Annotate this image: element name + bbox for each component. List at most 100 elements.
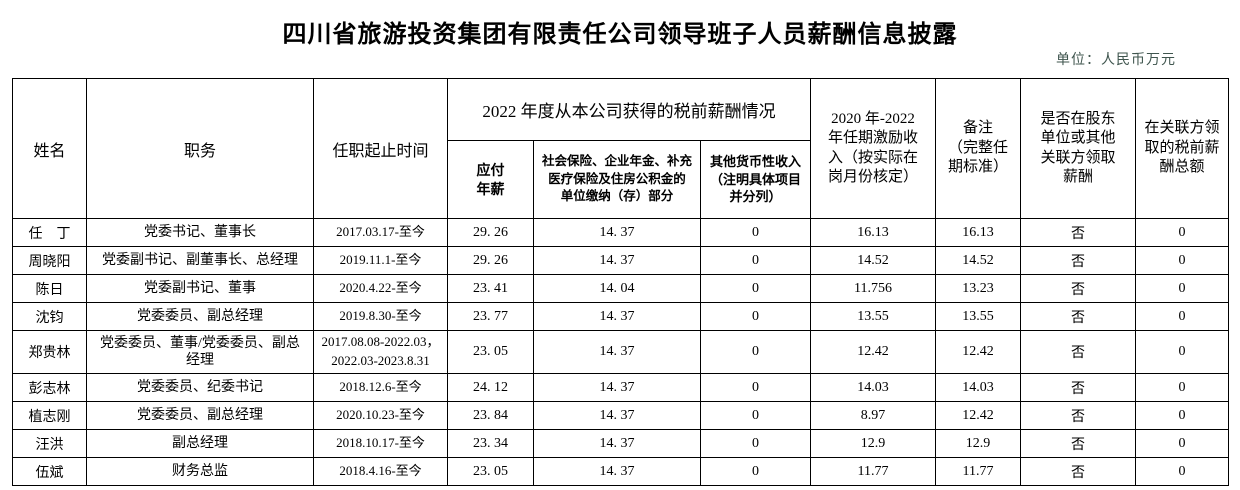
cell-incentive: 16.13 <box>810 218 937 247</box>
page-title: 四川省旅游投资集团有限责任公司领导班子人员薪酬信息披露 <box>282 21 958 48</box>
cell-remark: 12.42 <box>935 401 1022 430</box>
cell-related-total: 0 <box>1135 401 1230 430</box>
header-related-party-flag: 是否在股东 单位或其他 关联方领取 薪酬 <box>1020 78 1137 219</box>
header-incentive-income: 2020 年-2022 年任期激励收 入（按实际在 岗月份核定） <box>810 78 937 219</box>
table-row: 任 丁 党委书记、董事长 2017.03.17-至今 29. 26 14. 37… <box>12 218 1230 247</box>
cell-incentive: 14.52 <box>810 246 937 275</box>
table-row: 周晓阳 党委副书记、副董事长、总经理 2019.11.1-至今 29. 26 1… <box>12 246 1230 275</box>
cell-term: 2017.08.08-2022.03， 2022.03-2023.8.31 <box>313 330 448 374</box>
cell-payable: 23. 41 <box>447 274 534 303</box>
cell-social: 14. 37 <box>533 246 701 275</box>
cell-remark: 16.13 <box>935 218 1022 247</box>
cell-remark: 12.42 <box>935 330 1022 374</box>
header-name: 姓名 <box>12 78 87 219</box>
cell-name: 彭志林 <box>12 373 87 402</box>
cell-incentive: 12.9 <box>810 429 937 458</box>
header-related-party-total: 在关联方领 取的税前薪 酬总额 <box>1135 78 1230 219</box>
header-other-income: 其他货币性收入 （注明具体项目 并分列） <box>699 140 812 219</box>
cell-incentive: 11.756 <box>810 274 937 303</box>
cell-other: 0 <box>699 401 812 430</box>
cell-term: 2017.03.17-至今 <box>313 218 448 247</box>
cell-remark: 14.03 <box>935 373 1022 402</box>
cell-remark: 14.52 <box>935 246 1022 275</box>
cell-position: 副总经理 <box>86 429 314 458</box>
cell-position: 党委委员、纪委书记 <box>86 373 314 402</box>
cell-position: 党委书记、董事长 <box>86 218 314 247</box>
table-row: 植志刚 党委委员、副总经理 2020.10.23-至今 23. 84 14. 3… <box>12 401 1230 430</box>
cell-name: 周晓阳 <box>12 246 87 275</box>
cell-related-total: 0 <box>1135 274 1230 303</box>
cell-other: 0 <box>699 457 812 486</box>
cell-other: 0 <box>699 302 812 331</box>
cell-term: 2019.11.1-至今 <box>313 246 448 275</box>
cell-incentive: 12.42 <box>810 330 937 374</box>
cell-related-total: 0 <box>1135 457 1230 486</box>
table-row: 伍斌 财务总监 2018.4.16-至今 23. 05 14. 37 0 11.… <box>12 457 1230 486</box>
cell-related-total: 0 <box>1135 373 1230 402</box>
cell-social: 14. 37 <box>533 218 701 247</box>
cell-name: 汪洪 <box>12 429 87 458</box>
cell-related-flag: 否 <box>1020 401 1137 430</box>
cell-payable: 23. 05 <box>447 330 534 374</box>
cell-social: 14. 37 <box>533 373 701 402</box>
cell-term: 2018.4.16-至今 <box>313 457 448 486</box>
unit-label: 单位：人民币万元 <box>1056 53 1176 68</box>
cell-related-total: 0 <box>1135 302 1230 331</box>
cell-related-total: 0 <box>1135 218 1230 247</box>
cell-term: 2020.10.23-至今 <box>313 401 448 430</box>
table-row: 彭志林 党委委员、纪委书记 2018.12.6-至今 24. 12 14. 37… <box>12 373 1230 402</box>
cell-other: 0 <box>699 246 812 275</box>
cell-name: 伍斌 <box>12 457 87 486</box>
header-social-insurance: 社会保险、企业年金、补充 医疗保险及住房公积金的 单位缴纳（存）部分 <box>533 140 701 219</box>
cell-position: 党委委员、副总经理 <box>86 302 314 331</box>
cell-social: 14. 37 <box>533 330 701 374</box>
table-header: 姓名 职务 任职起止时间 2022 年度从本公司获得的税前薪酬情况 2020 年… <box>12 78 1230 219</box>
cell-remark: 12.9 <box>935 429 1022 458</box>
cell-payable: 24. 12 <box>447 373 534 402</box>
table-row: 郑贵林 党委委员、董事/党委委员、副总 经理 2017.08.08-2022.0… <box>12 330 1230 374</box>
cell-payable: 23. 34 <box>447 429 534 458</box>
table-row: 汪洪 副总经理 2018.10.17-至今 23. 34 14. 37 0 12… <box>12 429 1230 458</box>
cell-remark: 13.55 <box>935 302 1022 331</box>
cell-payable: 29. 26 <box>447 246 534 275</box>
header-term: 任职起止时间 <box>313 78 448 219</box>
cell-other: 0 <box>699 218 812 247</box>
cell-other: 0 <box>699 330 812 374</box>
cell-name: 陈日 <box>12 274 87 303</box>
cell-name: 郑贵林 <box>12 330 87 374</box>
cell-position: 党委副书记、董事 <box>86 274 314 303</box>
cell-name: 植志刚 <box>12 401 87 430</box>
cell-related-total: 0 <box>1135 429 1230 458</box>
cell-related-flag: 否 <box>1020 246 1137 275</box>
cell-related-flag: 否 <box>1020 302 1137 331</box>
cell-position: 党委副书记、副董事长、总经理 <box>86 246 314 275</box>
cell-social: 14. 04 <box>533 274 701 303</box>
cell-term: 2018.12.6-至今 <box>313 373 448 402</box>
cell-term: 2020.4.22-至今 <box>313 274 448 303</box>
cell-payable: 23. 05 <box>447 457 534 486</box>
cell-payable: 23. 84 <box>447 401 534 430</box>
cell-other: 0 <box>699 373 812 402</box>
header-remark: 备注 （完整任 期标准） <box>935 78 1022 219</box>
cell-payable: 29. 26 <box>447 218 534 247</box>
cell-remark: 11.77 <box>935 457 1022 486</box>
cell-related-total: 0 <box>1135 246 1230 275</box>
cell-related-flag: 否 <box>1020 330 1137 374</box>
cell-related-flag: 否 <box>1020 457 1137 486</box>
cell-incentive: 11.77 <box>810 457 937 486</box>
cell-social: 14. 37 <box>533 302 701 331</box>
cell-other: 0 <box>699 274 812 303</box>
cell-related-flag: 否 <box>1020 429 1137 458</box>
cell-social: 14. 37 <box>533 457 701 486</box>
salary-disclosure-table: 姓名 职务 任职起止时间 2022 年度从本公司获得的税前薪酬情况 2020 年… <box>12 78 1230 486</box>
cell-payable: 23. 77 <box>447 302 534 331</box>
header-2022-salary-group: 2022 年度从本公司获得的税前薪酬情况 <box>446 78 812 141</box>
cell-other: 0 <box>699 429 812 458</box>
cell-related-total: 0 <box>1135 330 1230 374</box>
cell-related-flag: 否 <box>1020 373 1137 402</box>
cell-position: 党委委员、副总经理 <box>86 401 314 430</box>
cell-incentive: 14.03 <box>810 373 937 402</box>
cell-name: 任 丁 <box>12 218 87 247</box>
cell-term: 2019.8.30-至今 <box>313 302 448 331</box>
header-position: 职务 <box>86 78 314 219</box>
